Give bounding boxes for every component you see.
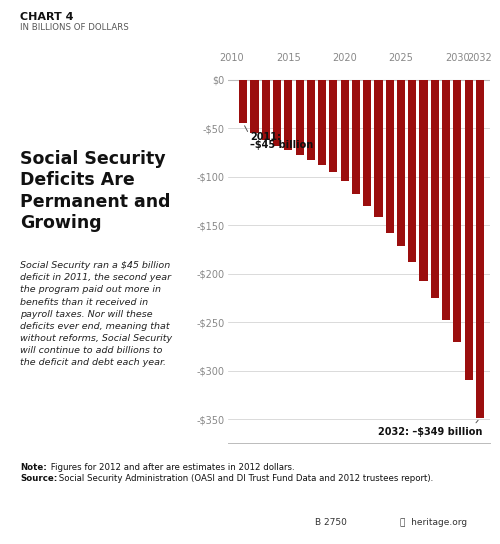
- Text: 2011:: 2011:: [250, 132, 281, 142]
- Bar: [408, 79, 416, 262]
- Bar: [250, 79, 258, 133]
- Bar: [476, 79, 484, 418]
- Bar: [464, 79, 472, 380]
- Text: Social Security ran a $45 billion
deficit in 2011, the second year
the program p: Social Security ran a $45 billion defici…: [20, 261, 172, 367]
- Bar: [430, 79, 439, 298]
- Text: Social Security Administration (OASI and DI Trust Fund Data and 2012 trustees re: Social Security Administration (OASI and…: [56, 474, 434, 484]
- Bar: [239, 79, 248, 123]
- Bar: [420, 79, 428, 281]
- Text: Social Security
Deficits Are
Permanent and
Growing: Social Security Deficits Are Permanent a…: [20, 150, 171, 232]
- Bar: [397, 79, 405, 246]
- Text: Figures for 2012 and after are estimates in 2012 dollars.: Figures for 2012 and after are estimates…: [48, 463, 294, 473]
- Bar: [318, 79, 326, 165]
- Bar: [374, 79, 382, 218]
- Bar: [340, 79, 348, 182]
- Bar: [386, 79, 394, 233]
- Bar: [330, 79, 338, 172]
- Bar: [273, 79, 281, 146]
- Text: CHART 4: CHART 4: [20, 12, 74, 22]
- Text: IN BILLIONS OF DOLLARS: IN BILLIONS OF DOLLARS: [20, 23, 129, 32]
- Text: Source:: Source:: [20, 474, 57, 484]
- Bar: [284, 79, 292, 151]
- Text: 2032: –$349 billion: 2032: –$349 billion: [378, 427, 483, 437]
- Bar: [363, 79, 372, 206]
- Text: –$45 billion: –$45 billion: [250, 140, 314, 150]
- Bar: [296, 79, 304, 155]
- Text: B 2750: B 2750: [315, 517, 347, 527]
- Bar: [442, 79, 450, 320]
- Text: Note:: Note:: [20, 463, 47, 473]
- Bar: [262, 79, 270, 140]
- Bar: [352, 79, 360, 194]
- Bar: [454, 79, 462, 342]
- Bar: [307, 79, 315, 160]
- Text: 🏛  heritage.org: 🏛 heritage.org: [400, 517, 467, 527]
